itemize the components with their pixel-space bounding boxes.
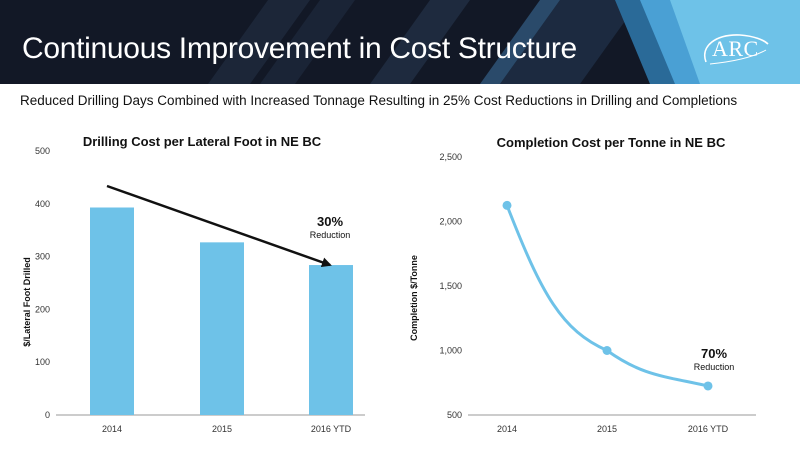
chart-2-annotation-label: Reduction <box>694 362 735 372</box>
chart-1-x-tick-label: 2015 <box>212 424 232 434</box>
chart-2-point <box>703 381 713 391</box>
chart-1-bar <box>309 265 353 415</box>
chart-1-bar <box>90 207 134 415</box>
chart-1-x-ticks: 2014 2015 2016 YTD <box>102 424 352 434</box>
chart-2-x-ticks: 2014 2015 2016 YTD <box>497 424 729 434</box>
chart-1-x-tick-label: 2016 YTD <box>311 424 352 434</box>
chart-2-x-tick-label: 2016 YTD <box>688 424 729 434</box>
chart-1-bar <box>200 242 244 415</box>
logo-swoosh-icon <box>703 34 769 65</box>
page-title: Continuous Improvement in Cost Structure <box>22 32 577 65</box>
chart-2-x-tick-label: 2014 <box>497 424 517 434</box>
chart-1-bars <box>90 207 353 415</box>
page-subtitle: Reduced Drilling Days Combined with Incr… <box>20 93 738 108</box>
chart-1-y-tick-label: 400 <box>35 199 50 209</box>
chart-1-x-tick-label: 2014 <box>102 424 122 434</box>
logo-text: ARC <box>712 36 759 61</box>
chart-1-y-tick-label: 0 <box>45 410 50 420</box>
header-banner: Continuous Improvement in Cost Structure… <box>0 0 800 84</box>
chart-2-x-tick-label: 2015 <box>597 424 617 434</box>
chart-1-y-tick-label: 300 <box>35 252 50 262</box>
chart-2-points <box>502 200 713 391</box>
chart-2-title: Completion Cost per Tonne in NE BC <box>497 135 726 150</box>
chart-1-title: Drilling Cost per Lateral Foot in NE BC <box>83 134 322 149</box>
chart-2-y-tick-label: 2,000 <box>439 217 462 227</box>
chart-2-point <box>602 346 612 355</box>
chart-2-y-tick-label: 2,500 <box>439 152 462 162</box>
chart-1-y-ticks: 0 100 200 300 400 500 <box>35 146 50 420</box>
chart-1-y-tick-label: 200 <box>35 304 50 314</box>
chart-2-y-tick-label: 500 <box>447 410 462 420</box>
arc-logo: ARC <box>700 32 772 66</box>
chart-2-y-tick-label: 1,500 <box>439 281 462 291</box>
chart-1-ylabel: $/Lateral Foot Drilled <box>22 257 32 347</box>
chart-1-y-tick-label: 100 <box>35 357 50 367</box>
chart-1-y-tick-label: 500 <box>35 146 50 156</box>
chart-2-y-ticks: 500 1,000 1,500 2,000 2,500 <box>439 152 462 420</box>
trend-arrow <box>106 184 332 268</box>
chart-2-ylabel: Completion $/Tonne <box>409 255 419 341</box>
chart-2-y-tick-label: 1,000 <box>439 346 462 356</box>
completion-cost-chart: Completion Cost per Tonne in NE BC Compl… <box>409 135 756 434</box>
chart-2-annotation-value: 70% <box>701 346 727 361</box>
chart-1-annotation-value: 30% <box>317 214 343 229</box>
header-stripes-decoration <box>208 0 800 84</box>
drilling-cost-chart: Drilling Cost per Lateral Foot in NE BC … <box>22 134 365 434</box>
chart-1-annotation-label: Reduction <box>310 230 351 240</box>
chart-2-series-line <box>505 204 709 388</box>
chart-2-point <box>502 200 512 210</box>
